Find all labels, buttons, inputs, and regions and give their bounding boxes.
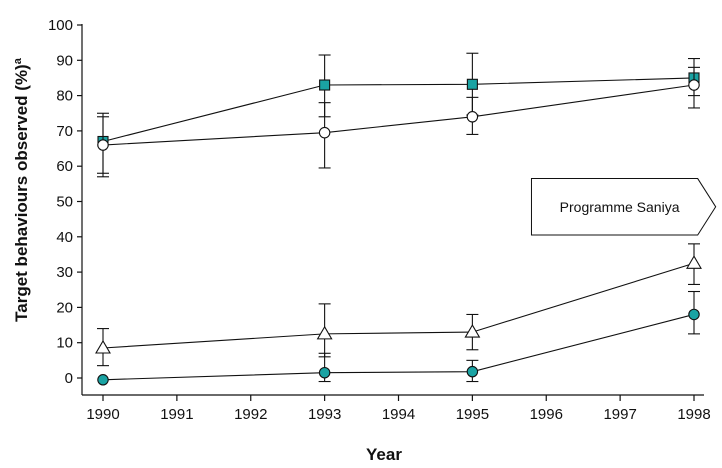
x-axis-title: Year [366, 445, 402, 464]
series-line [102, 84, 695, 146]
y-tick-label: 40 [56, 229, 73, 246]
data-point-triangle [686, 255, 702, 269]
y-tick-label: 100 [48, 17, 73, 34]
series-line [102, 77, 695, 143]
y-tick-label: 0 [65, 370, 73, 387]
y-tick-label: 60 [56, 158, 73, 175]
x-tick-label: 1998 [677, 406, 710, 423]
x-ticks: 1990 1991 1992 1993 1994 1995 1996 1997 1998 [86, 395, 711, 423]
series-line [102, 313, 695, 381]
x-tick-label: 1990 [86, 406, 119, 423]
data-point-circle [466, 365, 479, 378]
y-tick-label: 90 [56, 52, 73, 69]
x-tick-label: 1997 [603, 406, 636, 423]
x-tick-label: 1993 [308, 406, 341, 423]
data-point-square [319, 79, 331, 91]
data-point-circle [688, 79, 700, 91]
data-point-circle [97, 374, 109, 386]
data-point-circle [688, 308, 700, 321]
data-point-circle [318, 126, 331, 139]
data-point-circle [318, 366, 331, 379]
programme-annotation: Programme Saniya [530, 178, 717, 236]
series-line [102, 262, 695, 349]
series-3 [95, 243, 702, 367]
data-point-triangle [95, 339, 111, 354]
programme-arrow-label: Programme Saniya [560, 199, 680, 215]
data-point-circle [97, 139, 109, 151]
y-tick-label: 50 [56, 194, 73, 211]
series-4 [97, 290, 700, 386]
data-point-triangle [464, 324, 481, 338]
y-tick-label: 30 [56, 264, 73, 281]
x-tick-label: 1994 [382, 406, 415, 423]
y-tick-label: 10 [56, 335, 73, 352]
y-ticks: 0 10 20 30 40 50 60 70 80 90 100 [48, 17, 82, 387]
x-tick-label: 1991 [160, 406, 193, 423]
series-layer [95, 52, 702, 386]
y-axis-title-main: Target behaviours observed (%) [12, 64, 31, 322]
data-point-triangle [316, 325, 333, 340]
series-1 [97, 52, 700, 174]
y-tick-label: 70 [56, 123, 73, 140]
x-tick-label: 1995 [456, 406, 489, 423]
y-tick-label: 20 [56, 299, 73, 316]
programme-arrow-shape [530, 178, 717, 236]
y-axis-title: Target behaviours observed (%)a [12, 57, 31, 322]
series-2 [97, 66, 700, 178]
data-point-circle [466, 111, 479, 123]
x-tick-label: 1992 [234, 406, 267, 423]
x-tick-label: 1996 [530, 406, 563, 423]
y-tick-label: 80 [56, 88, 73, 105]
data-point-square [466, 78, 478, 90]
y-axis-title-superscript: a [12, 57, 24, 64]
